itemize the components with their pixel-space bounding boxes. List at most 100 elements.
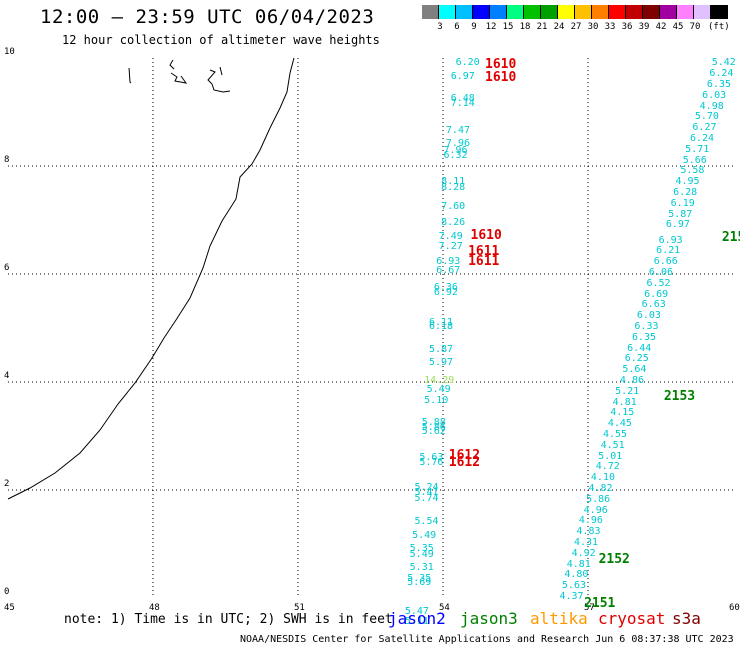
color-scale-label: 6 [454, 22, 460, 32]
wave-height-value: 5.21 [615, 385, 640, 397]
wave-height-value: 6.06 [648, 266, 673, 278]
wave-height-value: 5.41 [414, 486, 439, 498]
wave-height-value: 8.26 [441, 216, 466, 228]
wave-height-value: 5.86 [421, 421, 446, 433]
wave-height-value: 5.87 [668, 208, 693, 220]
y-tick-label: 2 [4, 479, 10, 489]
wave-height-value: 5.11 [404, 616, 429, 628]
color-scale-swatch [524, 5, 541, 19]
color-scale-swatch [422, 5, 439, 19]
wave-height-value: 5.69 [407, 576, 432, 588]
wave-height-value: 4.72 [595, 461, 620, 473]
wave-height-value: 7.96 [443, 145, 468, 157]
y-tick-label: 8 [4, 155, 10, 165]
wave-height-value: 6.18 [429, 320, 454, 332]
wave-height-value: 4.10 [590, 472, 615, 484]
color-scale-swatch [660, 5, 677, 19]
wave-height-value: 5.35 [407, 573, 432, 585]
wave-height-value: 5.86 [586, 493, 611, 505]
wave-height-value: 4.92 [571, 547, 596, 559]
wave-height-value: 5.62 [421, 426, 446, 438]
wave-height-value: 6.24 [709, 68, 734, 80]
legend-jason3: jason3 [460, 609, 518, 628]
color-scale-label: 42 [655, 22, 667, 32]
wave-height-value: 6.28 [673, 187, 698, 198]
wave-height-value: 5.49 [426, 384, 451, 396]
wave-height-value: 4.37 [559, 590, 584, 602]
wave-height-value: 6.93 [436, 256, 461, 268]
color-scale-swatch [711, 5, 728, 19]
color-scale-label: 45 [672, 22, 684, 32]
pass-number-label: 2151 [584, 596, 616, 612]
color-scale-swatch [677, 5, 694, 19]
wave-height-value: 4.83 [576, 526, 601, 538]
wave-height-value: 5.42 [711, 57, 736, 69]
wave-height-value: 5.76 [419, 457, 444, 468]
wave-height-value: 5.66 [682, 154, 707, 166]
wave-height-value: 6.69 [644, 288, 669, 300]
wave-height-value: 6.35 [632, 331, 657, 343]
wave-height-value: 6.35 [706, 79, 731, 90]
wave-height-value: 4.95 [675, 176, 700, 188]
wave-height-value: 5.31 [409, 562, 434, 574]
wave-height-value: 6.44 [627, 342, 652, 354]
wave-height-value: 7.14 [450, 97, 475, 109]
wave-height-value: 14.29 [424, 374, 455, 386]
pass-number-label: 2154 [721, 230, 740, 246]
pass-number-label: 1612 [448, 454, 481, 470]
wave-height-value: 7.96 [445, 138, 470, 150]
color-scale-swatch [456, 5, 473, 19]
color-scale-swatch [439, 5, 456, 19]
wave-height-value: 4.31 [574, 536, 599, 548]
x-tick-label: 45 [4, 603, 15, 613]
color-scale-label: 33 [604, 22, 616, 32]
wave-height-value: 5.47 [404, 605, 429, 617]
wave-height-value: 7.60 [441, 200, 466, 212]
pass-number-label: 1610 [470, 228, 502, 244]
color-scale-swatch [592, 5, 609, 19]
wave-height-value: 6.25 [624, 353, 649, 365]
wave-height-value: 4.80 [564, 569, 589, 581]
wave-height-value: 4.82 [588, 482, 613, 494]
pass-number-label: 1611 [468, 244, 500, 260]
wave-height-value: 4.51 [600, 439, 625, 451]
color-scale-swatch [541, 5, 558, 19]
color-scale-swatch [643, 5, 660, 19]
color-scale-label: 12 [485, 22, 497, 32]
color-scale-label: 15 [502, 22, 514, 32]
wave-height-value: 5.97 [429, 357, 454, 369]
wave-height-value: 8.11 [441, 176, 466, 188]
wave-height-value: 6.63 [641, 299, 666, 311]
wave-height-value: 6.97 [665, 219, 690, 231]
wave-height-value: 4.81 [566, 558, 591, 570]
wave-height-value: 4.81 [612, 396, 637, 408]
y-tick-label: 6 [4, 263, 10, 273]
wave-height-value: 5.88 [421, 416, 446, 428]
color-scale-unit: (ft) [708, 22, 730, 32]
coastline [7, 57, 295, 500]
wave-height-value: 6.93 [658, 234, 683, 246]
wave-height-value: 4.96 [583, 504, 608, 516]
pass-number-label: 2152 [598, 552, 630, 568]
color-scale-swatch [626, 5, 643, 19]
map-title: 12:00 — 23:59 UTC 06/04/2023 [40, 6, 375, 28]
wave-height-value: 6.66 [653, 256, 678, 268]
x-tick-label: 60 [729, 603, 740, 613]
wave-height-value: 6.92 [433, 286, 458, 298]
x-tick-label: 54 [439, 603, 450, 613]
wave-height-value: 6.24 [690, 133, 715, 144]
color-scale-swatch [558, 5, 575, 19]
wave-height-value: 6.48 [450, 92, 475, 104]
wave-height-value: 5.63 [561, 580, 586, 592]
color-scale-label: 9 [471, 22, 477, 32]
color-scale-swatch [473, 5, 490, 19]
pass-number-label: 1610 [485, 70, 517, 86]
wave-height-value: 5.10 [424, 394, 449, 406]
y-tick-label: 0 [4, 587, 10, 597]
wave-height-value: 6.19 [670, 197, 695, 209]
wave-height-value: 5.49 [412, 529, 437, 541]
wave-height-value: 6.11 [429, 316, 454, 328]
wave-height-value: 6.52 [646, 277, 671, 289]
wave-height-value: 6.32 [443, 150, 468, 162]
